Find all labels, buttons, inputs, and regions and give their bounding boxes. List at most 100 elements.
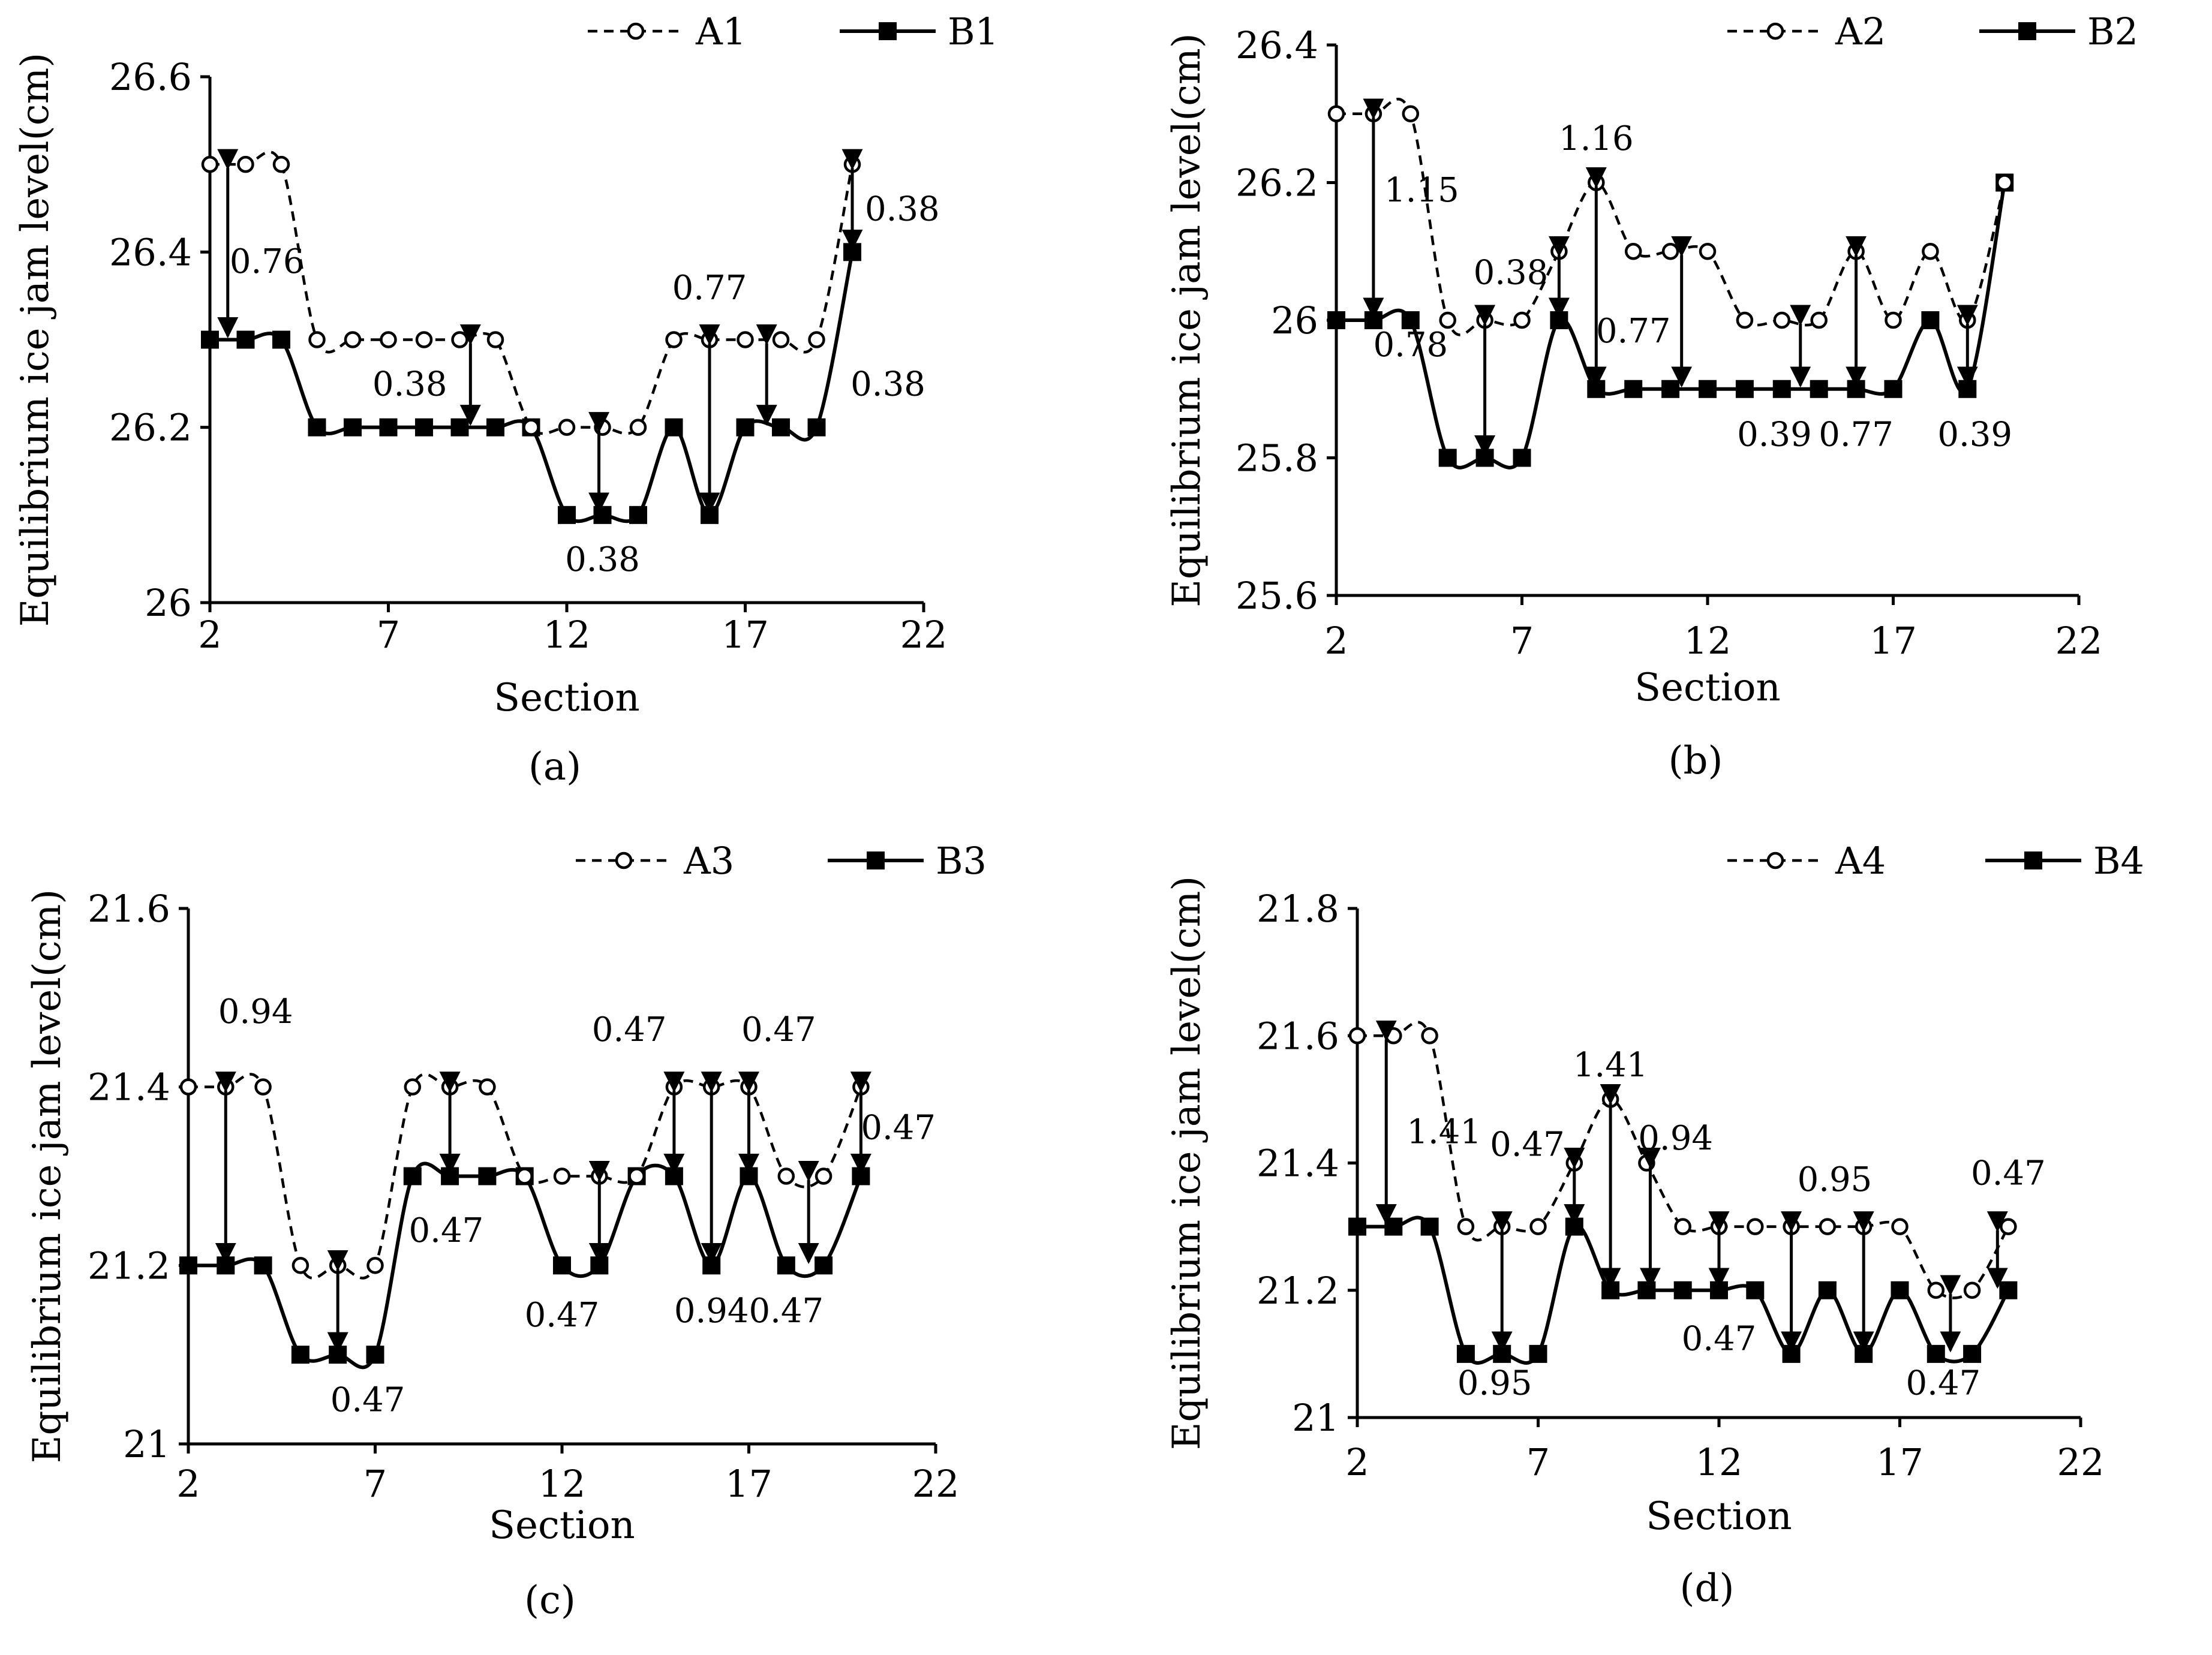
panel-c: 21 21.2 21.4 21.6 2 7 12 17 22 Section Equilibrium… (25, 839, 987, 1623)
data-point-B4 (1999, 1281, 2018, 1299)
y-tick-label: 21.2 (1257, 1269, 1339, 1313)
data-point-A4 (1891, 1218, 1909, 1235)
data-point-B4 (1420, 1217, 1439, 1236)
data-point-A1 (486, 331, 504, 348)
data-point-B3 (403, 1167, 422, 1185)
difference-label: 0.94 (674, 1292, 749, 1331)
data-point-A2 (1661, 243, 1679, 260)
data-point-A4 (1747, 1218, 1764, 1235)
data-point-A3 (628, 1167, 645, 1185)
legend-label-B4: B4 (2093, 839, 2144, 883)
y-tick-label: 21 (1292, 1396, 1339, 1440)
panel-label: (b) (1669, 739, 1723, 783)
x-axis-title: Section (489, 1503, 635, 1548)
data-point-B1 (450, 418, 469, 437)
data-point-A4 (1927, 1281, 1945, 1299)
data-point-A4 (1385, 1027, 1402, 1045)
difference-label: 0.47 (741, 1010, 816, 1049)
x-tick-label: 17 (1870, 619, 1917, 663)
data-point-B2 (1772, 380, 1791, 398)
panel-a: 26 26.2 26.4 26.6 2 7 12 17 22 Section Equilibrium… (13, 10, 999, 789)
data-point-B2 (1438, 449, 1457, 467)
panel-d: 21 21.2 21.4 21.6 21.8 2 7 12 17 22 Section Equilib… (1165, 839, 2144, 1611)
difference-label: 0.77 (1819, 415, 1894, 454)
legend-label-B1: B1 (948, 10, 999, 53)
data-point-B4 (1927, 1344, 1945, 1363)
data-point-A2 (1327, 105, 1345, 122)
difference-label: 1.41 (1573, 1046, 1648, 1085)
difference-label: 0.47 (1682, 1319, 1757, 1358)
x-axis-title: Section (494, 676, 640, 720)
y-tick-label: 21.4 (1257, 1142, 1339, 1185)
y-tick-label: 21 (123, 1422, 170, 1466)
data-point-B1 (736, 418, 755, 437)
data-point-B2 (1401, 311, 1420, 329)
y-axis-title: Equilibrium ice jam level(cm) (1165, 876, 1209, 1450)
data-point-A2 (1699, 243, 1717, 260)
x-tick-label: 22 (2057, 1440, 2105, 1484)
y-tick-label: 25.6 (1236, 574, 1318, 618)
data-point-B3 (366, 1346, 384, 1364)
data-point-B1 (236, 330, 255, 349)
x-tick-label: 22 (2055, 619, 2103, 663)
legend-marker-A4 (1766, 851, 1784, 869)
data-point-B4 (1348, 1217, 1366, 1236)
y-tick-label: 26 (145, 581, 192, 625)
difference-label: 0.47 (1971, 1154, 2046, 1193)
data-point-B2 (1810, 380, 1828, 398)
y-tick-label: 21.6 (88, 887, 170, 931)
data-point-A3 (179, 1078, 197, 1096)
difference-label: 0.47 (330, 1381, 405, 1420)
y-tick-label: 26 (1271, 299, 1318, 342)
data-point-A1 (344, 331, 362, 348)
data-point-A1 (665, 331, 683, 348)
data-point-B2 (1327, 311, 1345, 329)
data-point-B4 (1746, 1281, 1765, 1299)
data-point-A4 (1348, 1027, 1366, 1045)
difference-label: 0.77 (1596, 312, 1671, 351)
difference-label: 0.77 (672, 269, 747, 308)
data-point-A2 (1402, 105, 1420, 122)
data-point-A3 (254, 1078, 272, 1096)
difference-label: 0.47 (1490, 1126, 1565, 1164)
data-point-B3 (777, 1256, 795, 1275)
y-tick-label: 26.4 (109, 230, 192, 274)
difference-label: 1.16 (1559, 119, 1634, 158)
data-point-B2 (1921, 311, 1940, 329)
x-tick-label: 7 (377, 613, 400, 657)
x-tick-label: 2 (1345, 1440, 1369, 1484)
legend-marker-A1 (627, 22, 645, 40)
difference-label: 0.47 (1906, 1364, 1981, 1403)
y-axis-title: Equilibrium ice jam level(cm) (1165, 33, 1209, 607)
x-tick-label: 7 (363, 1462, 387, 1506)
difference-label: 0.76 (230, 242, 305, 281)
difference-label: 0.47 (861, 1109, 936, 1148)
data-point-A2 (1736, 311, 1754, 329)
panel-b: 25.6 25.8 26 26.2 26.4 2 7 12 17 22 Section Equilib… (1165, 10, 2138, 783)
legend-label-A1: A1 (695, 10, 746, 53)
data-point-B4 (1529, 1344, 1547, 1363)
data-point-B3 (815, 1256, 833, 1275)
data-point-B4 (1637, 1281, 1656, 1299)
data-point-A3 (777, 1167, 795, 1185)
data-point-B1 (665, 418, 683, 437)
data-point-B4 (1818, 1281, 1837, 1299)
data-point-B1 (807, 418, 826, 437)
x-tick-label: 12 (543, 613, 591, 657)
data-point-A2 (1885, 311, 1902, 329)
data-point-B1 (486, 418, 504, 437)
legend-marker-B2 (2018, 22, 2036, 40)
difference-label: 0.47 (749, 1292, 824, 1331)
data-point-B1 (558, 505, 576, 524)
data-point-B1 (272, 330, 290, 349)
data-point-B2 (1624, 380, 1643, 398)
data-point-B1 (308, 418, 326, 437)
data-point-A2 (1995, 174, 2013, 191)
series-line-A1 (210, 151, 854, 435)
data-point-A2 (1624, 243, 1642, 260)
data-point-A3 (553, 1167, 571, 1185)
legend-label-A3: A3 (683, 839, 734, 883)
data-point-B1 (593, 505, 612, 524)
difference-label: 0.95 (1457, 1364, 1532, 1403)
